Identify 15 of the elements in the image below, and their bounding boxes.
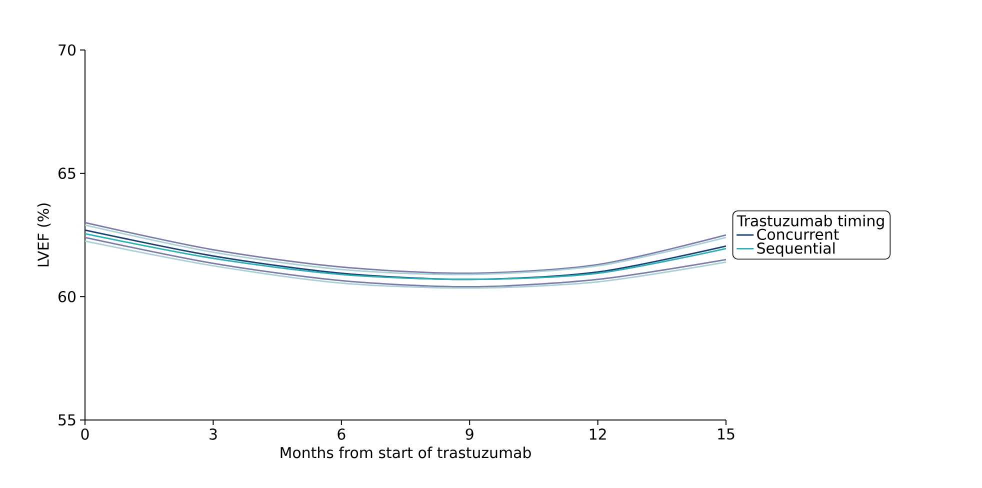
y-tick-label: 55 <box>58 414 76 426</box>
legend-title: Trastuzumab timing <box>736 214 884 230</box>
x-tick-label: 9 <box>466 428 474 440</box>
y-tick-label: 65 <box>58 168 76 179</box>
y-tick-label: 70 <box>58 44 76 56</box>
y-axis-title: LVEF (%) <box>37 204 51 266</box>
x-tick-label: 15 <box>718 428 734 440</box>
x-tick-label: 3 <box>210 428 217 440</box>
x-tick-label: 0 <box>81 428 89 440</box>
x-tick-label: 6 <box>338 428 346 440</box>
y-tick-label: 60 <box>58 291 76 302</box>
x-axis-title: Months from start of trastuzumab <box>280 446 531 458</box>
x-tick-label: 12 <box>590 428 606 440</box>
legend-label: Concurrent <box>757 228 839 240</box>
legend-label: Sequential <box>757 242 835 257</box>
